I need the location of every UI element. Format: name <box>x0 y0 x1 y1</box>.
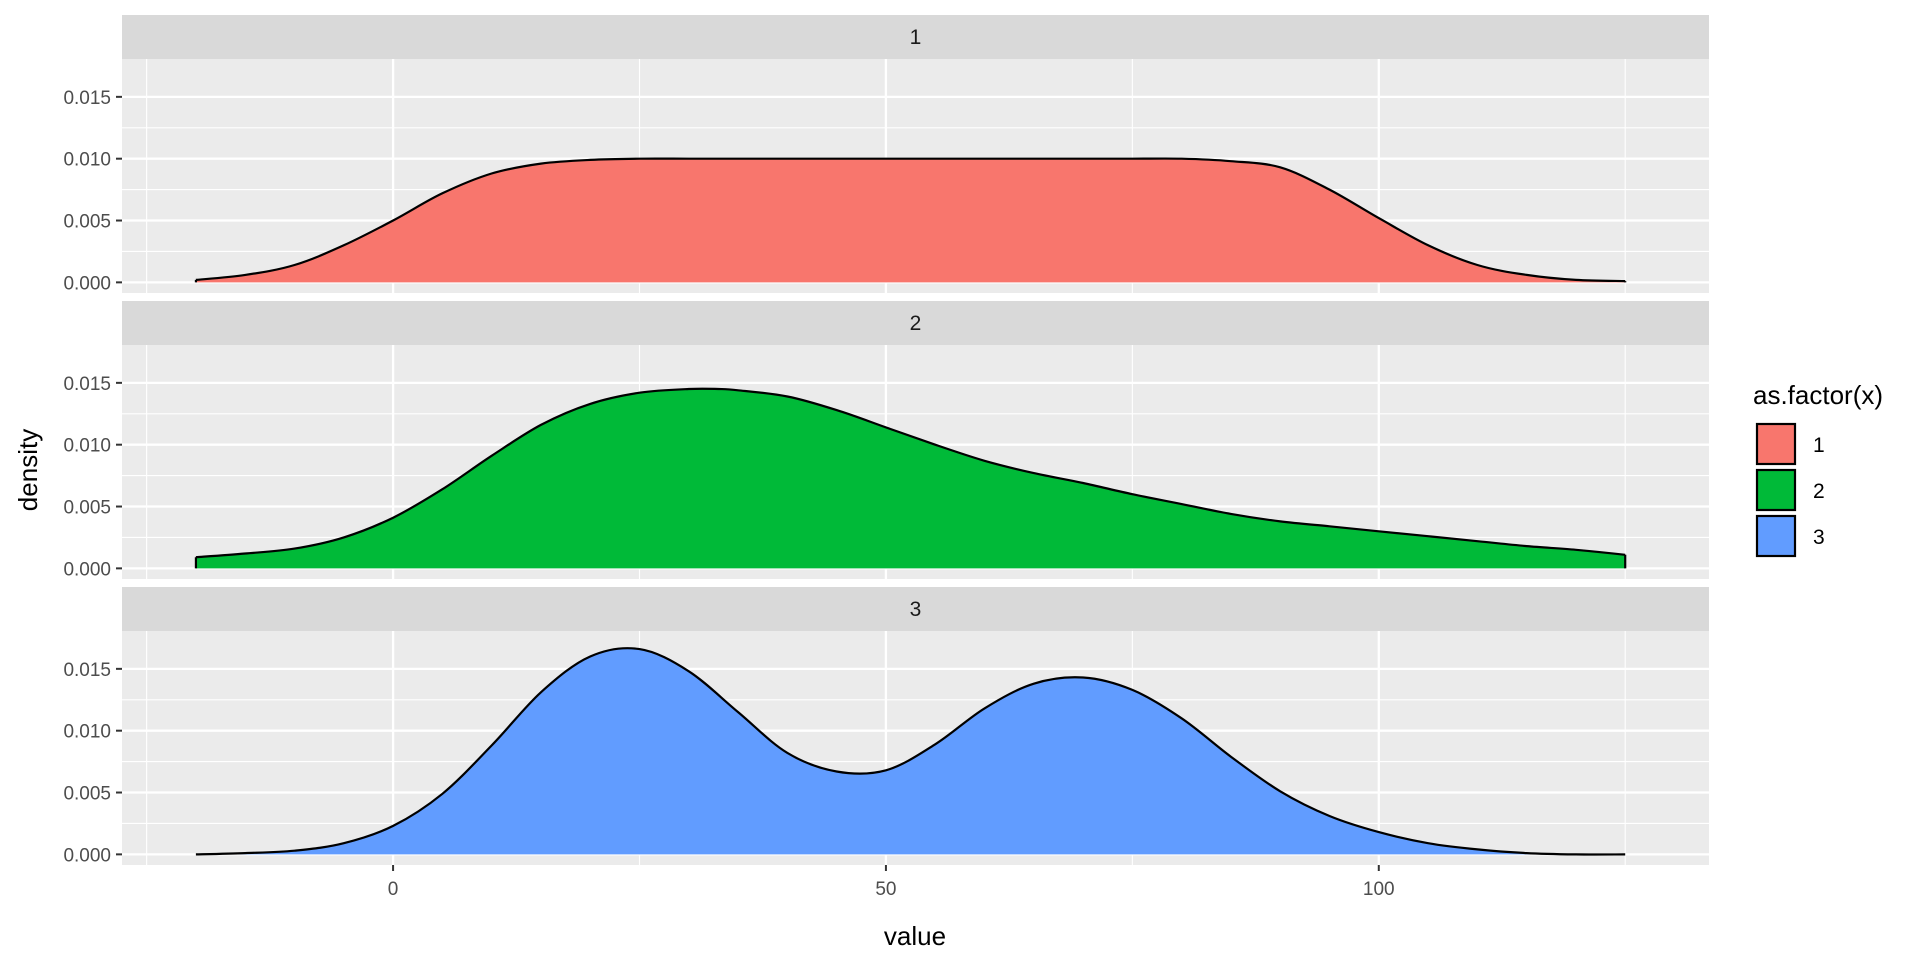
y-tick-label: 0.015 <box>63 88 111 109</box>
facet-strip-label: 2 <box>910 312 922 335</box>
y-axis-title: density <box>13 429 43 511</box>
facet-panel-3: 3 0.000 0.005 0.010 0.015 <box>63 587 1709 866</box>
y-tick-label: 0.010 <box>63 436 111 457</box>
density-area-1 <box>195 158 1626 283</box>
x-tick-label: 0 <box>388 879 399 900</box>
x-tick-label: 100 <box>1363 879 1395 900</box>
y-tick-label: 0.000 <box>63 559 111 580</box>
y-tick-label: 0.015 <box>63 660 111 681</box>
x-axis-title: value <box>884 921 946 951</box>
x-tick-label: 50 <box>875 879 896 900</box>
y-tick-label: 0.010 <box>63 150 111 171</box>
legend-label: 2 <box>1813 480 1825 503</box>
legend-title: as.factor(x) <box>1753 380 1883 410</box>
legend: as.factor(x) 1 2 3 <box>1753 380 1883 558</box>
y-tick-label: 0.000 <box>63 845 111 866</box>
facet-panel-1: 1 0.000 0.005 0.010 0.015 <box>63 15 1709 294</box>
y-tick-label: 0.015 <box>63 374 111 395</box>
y-tick-label: 0.000 <box>63 273 111 294</box>
legend-label: 1 <box>1813 434 1825 457</box>
y-tick-label: 0.005 <box>63 212 111 233</box>
facet-strip-label: 3 <box>910 598 922 621</box>
facet-strip-label: 1 <box>910 26 922 49</box>
facet-strip <box>122 587 1709 631</box>
legend-swatch-1 <box>1755 422 1797 466</box>
density-area-3 <box>195 648 1626 855</box>
density-area-2 <box>195 388 1626 569</box>
facet-strip <box>122 15 1709 59</box>
legend-label: 3 <box>1813 526 1825 549</box>
y-tick-label: 0.005 <box>63 498 111 519</box>
facet-panel-2: 2 0.000 0.005 0.010 0.015 <box>63 301 1709 580</box>
y-tick-label: 0.005 <box>63 784 111 805</box>
legend-swatch-2 <box>1755 468 1797 512</box>
legend-swatch-3 <box>1755 514 1797 558</box>
panels-layer: 1 0.000 0.005 0.010 0.015 2 0.000 0.005 0.010 0.0… <box>63 15 1709 866</box>
facet-strip <box>122 301 1709 345</box>
density-outline-1 <box>195 157 1626 283</box>
x-axis: 0 50 100 <box>388 865 1395 900</box>
density-outline-3 <box>195 647 1626 856</box>
density-outline-2 <box>195 387 1626 559</box>
y-tick-label: 0.010 <box>63 722 111 743</box>
